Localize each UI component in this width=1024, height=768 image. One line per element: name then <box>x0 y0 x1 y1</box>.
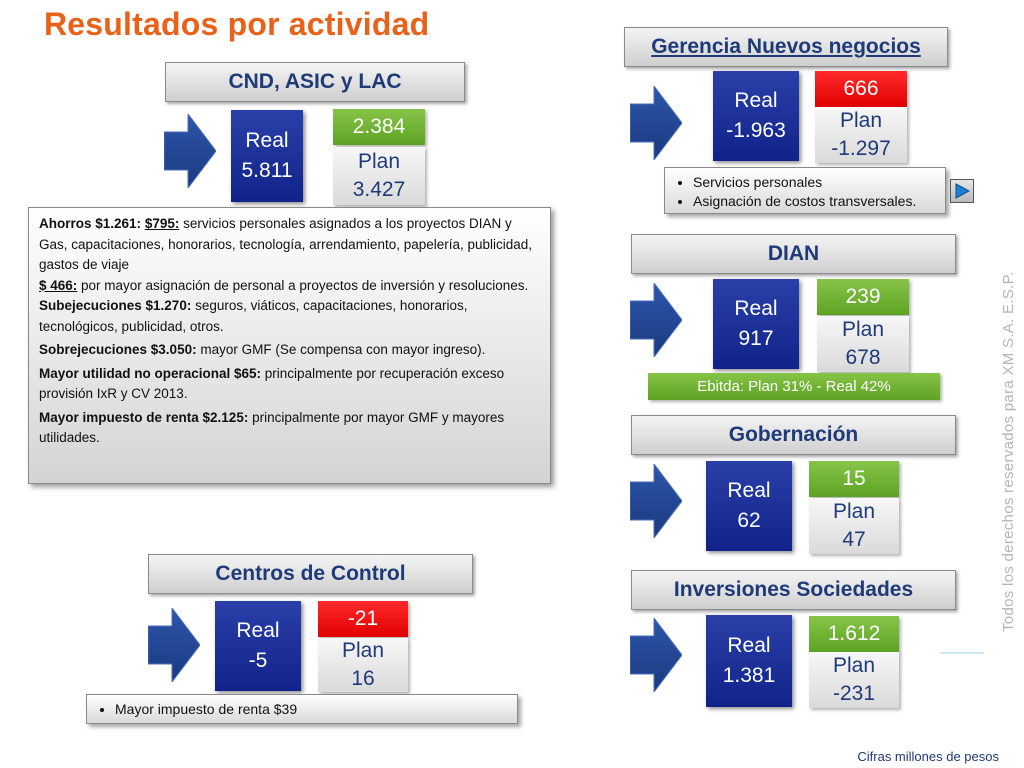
dian-diff: 239 <box>817 279 909 315</box>
right-arrow-icon <box>148 608 200 682</box>
cnd-plan-value: 3.427 <box>352 178 406 201</box>
gerencia-diff: 666 <box>815 71 907 107</box>
centros-diff: -21 <box>318 601 408 637</box>
sobrejecuciones-label: Sobrejecuciones $3.050: <box>39 342 197 357</box>
gobernacion-diff: 15 <box>809 461 899 497</box>
dian-header: DIAN <box>631 234 956 274</box>
centros-plan-box: Plan 16 <box>318 638 408 692</box>
ahorros-text-1: servicios personales asignados a los pro… <box>39 216 533 272</box>
right-arrow-icon <box>164 114 216 188</box>
gobernacion-header: Gobernación <box>631 415 956 455</box>
gerencia-note-item: Servicios personales <box>693 173 945 192</box>
cnd-real-box: Real 5.811 <box>231 110 303 202</box>
sobrejecuciones-text: mayor GMF (Se compensa con mayor ingreso… <box>196 342 486 357</box>
inversiones-header: Inversiones Sociedades <box>631 570 956 610</box>
gobernacion-plan-box: Plan 47 <box>809 498 899 554</box>
cnd-plan-box: Plan 3.427 <box>333 147 425 205</box>
centros-plan-value: 16 <box>351 667 375 690</box>
dian-plan-value: 678 <box>845 346 881 369</box>
right-arrow-icon <box>630 618 682 692</box>
subejecuciones-text: seguros, viáticos, capacitaciones, honor… <box>39 298 468 334</box>
centros-real-label: Real <box>236 619 280 642</box>
dian-real-value: 917 <box>738 327 774 350</box>
utilidad-label: Mayor utilidad no operacional $65: <box>39 365 262 381</box>
centros-real-value: -5 <box>248 649 268 672</box>
right-arrow-icon <box>630 464 682 538</box>
centros-notes: Mayor impuesto de renta $39 <box>86 694 518 724</box>
copyright-text: Todos los derechos reservados para XM S.… <box>1000 271 1017 632</box>
right-arrow-icon <box>630 283 682 357</box>
centros-real-box: Real -5 <box>215 601 301 691</box>
centros-plan-label: Plan <box>341 639 385 662</box>
gobernacion-real-value: 62 <box>737 509 761 532</box>
inversiones-plan-label: Plan <box>832 654 876 677</box>
gobernacion-real-label: Real <box>727 479 771 502</box>
gerencia-notes: Servicios personales Asignación de costo… <box>664 167 946 214</box>
inversiones-plan-value: -231 <box>832 682 876 705</box>
impuesto-label: Mayor impuesto de renta $2.125: <box>39 409 249 425</box>
cnd-notes: Ahorros $1.261: $795: servicios personal… <box>28 207 551 484</box>
gobernacion-plan-label: Plan <box>832 500 876 523</box>
play-button[interactable] <box>950 179 974 203</box>
gerencia-plan-box: Plan -1.297 <box>815 107 907 163</box>
utilidad-text: principalmente por recuperación exceso p… <box>39 365 505 402</box>
divider <box>940 652 984 654</box>
dian-real-box: Real 917 <box>713 279 799 369</box>
right-arrow-icon <box>630 86 682 160</box>
units-footnote: Cifras millones de pesos <box>857 749 999 764</box>
subejecuciones-label: Subejecuciones $1.270: <box>39 298 192 313</box>
ahorros-amount-1: $795: <box>144 216 180 231</box>
page-title: Resultados por actividad <box>44 6 430 42</box>
cnd-plan-label: Plan <box>357 150 401 173</box>
cnd-header: CND, ASIC y LAC <box>165 62 465 102</box>
play-icon <box>955 183 970 199</box>
cnd-diff: 2.384 <box>333 109 425 145</box>
inversiones-plan-box: Plan -231 <box>809 652 899 708</box>
centros-header: Centros de Control <box>148 554 473 594</box>
inversiones-diff: 1.612 <box>809 616 899 652</box>
cnd-real-label: Real <box>245 129 289 152</box>
centros-note-item: Mayor impuesto de renta $39 <box>115 700 517 719</box>
dian-plan-label: Plan <box>841 318 885 341</box>
cnd-real-value: 5.811 <box>241 159 293 182</box>
gobernacion-real-box: Real 62 <box>706 461 792 551</box>
dian-plan-box: Plan 678 <box>817 316 909 372</box>
gerencia-real-label: Real <box>734 89 778 112</box>
gobernacion-plan-value: 47 <box>842 528 866 551</box>
inversiones-real-label: Real <box>727 634 771 657</box>
gerencia-plan-label: Plan <box>839 109 883 132</box>
ahorros-text-2: por mayor asignación de personal a proye… <box>77 277 529 293</box>
gerencia-real-value: -1.963 <box>726 119 786 142</box>
ebitda-badge: Ebitda: Plan 31% - Real 42% <box>648 373 940 400</box>
inversiones-real-box: Real 1.381 <box>706 615 792 707</box>
inversiones-real-value: 1.381 <box>722 664 776 687</box>
ahorros-amount-2: $ 466: <box>39 277 78 293</box>
gerencia-header: Gerencia Nuevos negocios <box>624 27 948 67</box>
ahorros-label: Ahorros $1.261: <box>39 216 142 231</box>
impuesto-text: principalmente por mayor GMF y mayores u… <box>39 409 505 446</box>
gerencia-real-box: Real -1.963 <box>713 71 799 161</box>
dian-real-label: Real <box>734 297 778 320</box>
gerencia-plan-value: -1.297 <box>831 137 891 160</box>
gerencia-note-item: Asignación de costos transversales. <box>693 192 945 211</box>
